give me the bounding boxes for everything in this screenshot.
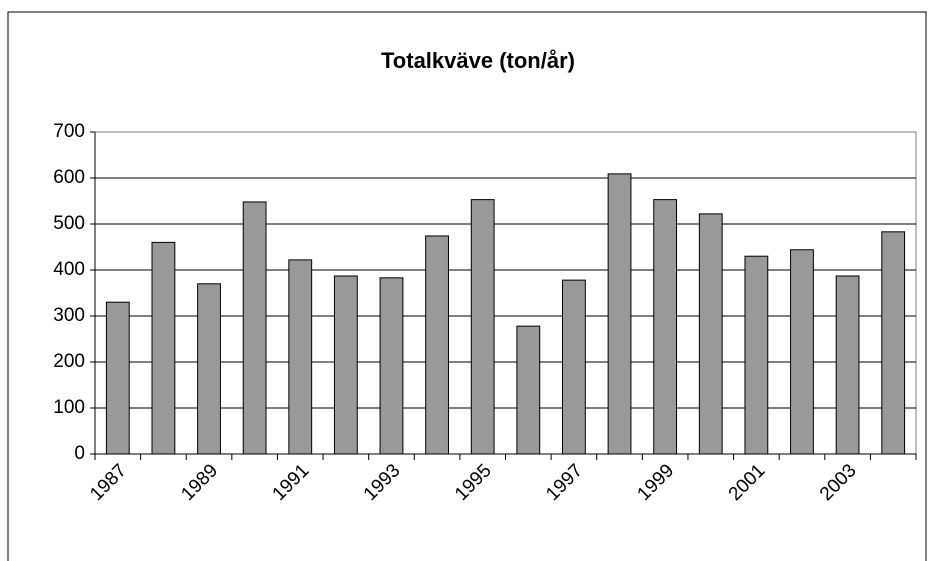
y-tick-label: 600 xyxy=(53,167,85,188)
bar xyxy=(333,275,358,455)
bar xyxy=(425,235,449,455)
y-tick-label: 300 xyxy=(53,305,85,326)
bar xyxy=(379,277,404,455)
chart-title: Totalkväve (ton/år) xyxy=(381,48,575,73)
bar xyxy=(744,255,769,455)
bar xyxy=(516,325,541,455)
bar xyxy=(881,231,906,455)
plot-area xyxy=(94,131,917,455)
bar xyxy=(151,241,176,455)
bar xyxy=(698,213,723,455)
y-tick-label: 400 xyxy=(53,259,85,280)
bar xyxy=(835,275,860,455)
bar xyxy=(790,249,814,455)
y-tick-label: 200 xyxy=(53,351,85,372)
y-tick-label: 100 xyxy=(53,397,85,418)
bar xyxy=(653,199,678,455)
y-tick-label: 0 xyxy=(74,443,85,464)
y-tick-label: 500 xyxy=(53,213,85,234)
y-tick-label: 700 xyxy=(53,121,85,142)
bar xyxy=(105,301,130,455)
bar xyxy=(242,201,267,455)
bar xyxy=(562,279,586,455)
bar xyxy=(288,259,313,455)
bar xyxy=(607,173,632,455)
bar xyxy=(470,199,495,455)
bar xyxy=(197,283,221,455)
